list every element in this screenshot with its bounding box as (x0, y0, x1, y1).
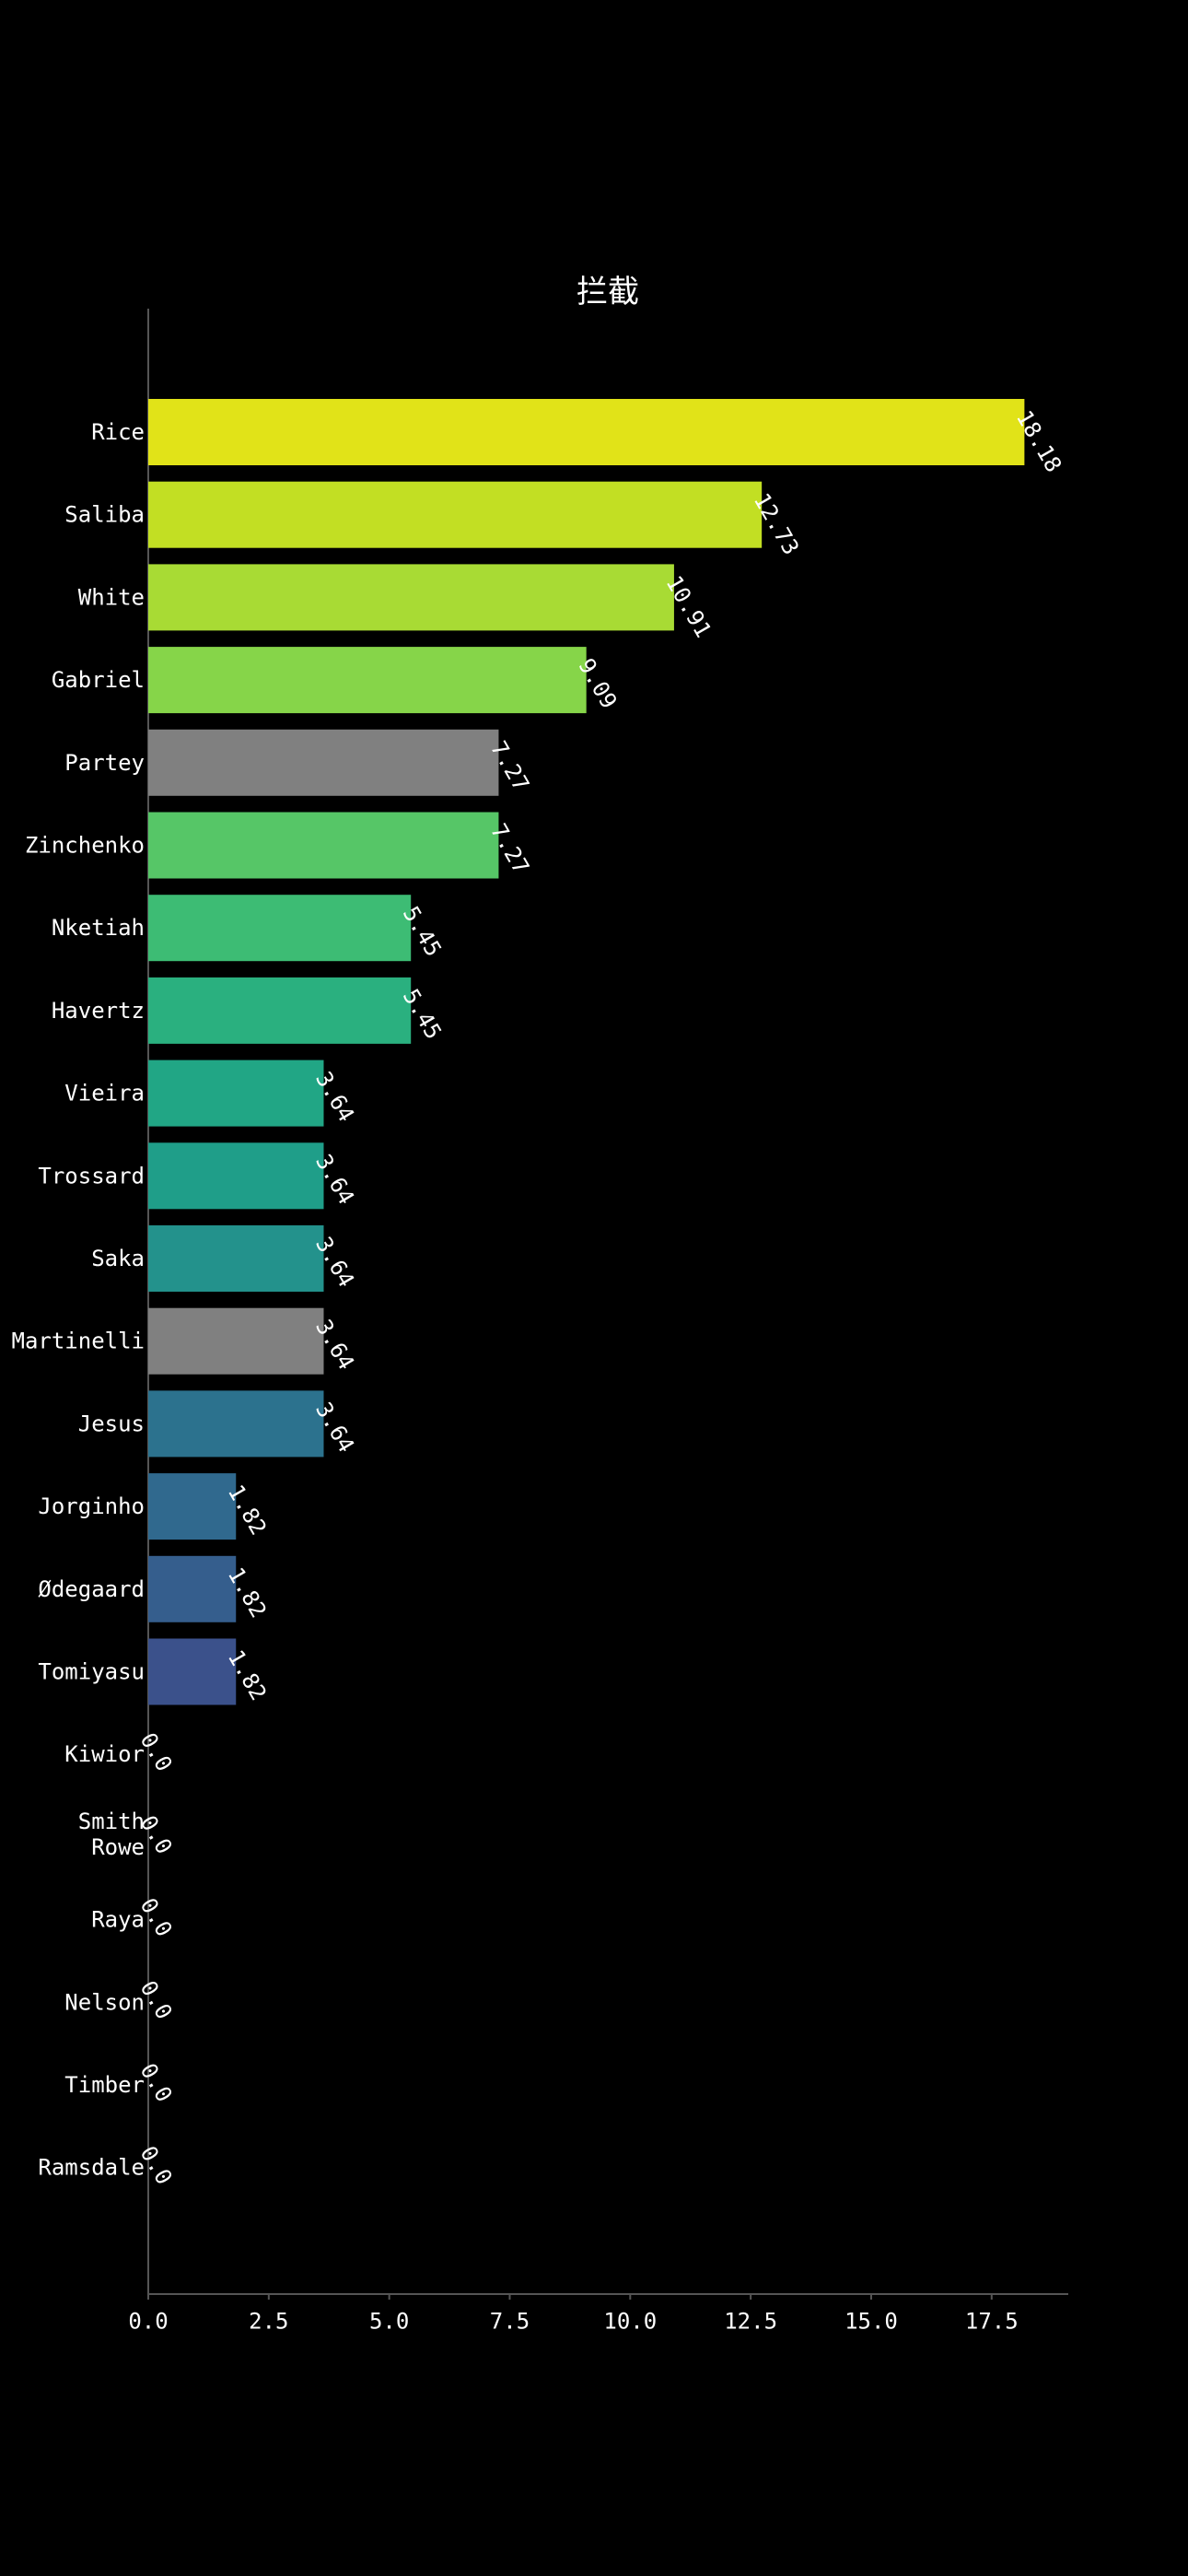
bar-7 (148, 977, 412, 1044)
y-tick-label: Trossard (38, 1163, 145, 1188)
bar-13 (148, 1473, 237, 1540)
y-tick-label: Jorginho (38, 1493, 145, 1519)
data-label: 0.0 (135, 1976, 178, 2024)
x-tick-label: 5.0 (369, 2309, 409, 2335)
y-tick-label: Raya (91, 1907, 145, 1933)
data-label: 0.0 (135, 2059, 178, 2107)
x-tick-label: 10.0 (603, 2309, 657, 2335)
bar-3 (148, 647, 587, 714)
x-tick-label: 7.5 (490, 2309, 530, 2335)
data-label: 0.0 (135, 2141, 178, 2189)
bar-6 (148, 895, 412, 962)
bar-1 (148, 481, 763, 548)
bar-10 (148, 1225, 324, 1292)
bar-12 (148, 1390, 324, 1458)
bar-4 (148, 729, 499, 796)
y-tick-label: Havertz (52, 998, 145, 1024)
bar-5 (148, 812, 499, 879)
y-tick-label: Ramsdale (38, 2155, 145, 2181)
x-tick-label: 12.5 (724, 2309, 777, 2335)
bar-15 (148, 1638, 237, 1705)
bars-group (148, 399, 1025, 1705)
bar-14 (148, 1555, 237, 1622)
y-tick-label: Gabriel (52, 667, 145, 693)
data-label: 0.0 (135, 1893, 178, 1941)
y-tick-label: Saliba (64, 502, 145, 528)
bar-0 (148, 399, 1025, 465)
x-tick-label: 15.0 (844, 2309, 898, 2335)
y-tick-label: Rice (91, 419, 145, 445)
y-tick-label: White (78, 584, 145, 610)
y-tick-label: Martinelli (12, 1329, 146, 1354)
x-tick-label: 2.5 (249, 2309, 288, 2335)
y-tick-label: Saka (91, 1246, 145, 1271)
y-tick-labels: Rice Saliba White Gabriel Partey Zinchenko Nke… (12, 419, 146, 2181)
x-tick-label: 0.0 (128, 2309, 168, 2335)
y-tick-label: Nelson (64, 1989, 145, 2015)
bar-11 (148, 1307, 324, 1375)
x-tick-labels: 0.0 2.5 5.0 7.5 10.0 12.5 15.0 17.5 (128, 2294, 1019, 2335)
y-tick-label: Timber (64, 2072, 145, 2098)
y-tick-label: Zinchenko (25, 833, 145, 859)
chart-title: 拦截 (577, 274, 639, 310)
y-tick-label: Vieira (64, 1081, 145, 1107)
x-tick-label: 17.5 (965, 2309, 1019, 2335)
data-label: 0.0 (135, 1728, 178, 1776)
bar-9 (148, 1142, 324, 1210)
y-tick-label: Partey (64, 750, 145, 776)
y-tick-label: Tomiyasu (38, 1659, 145, 1685)
bar-8 (148, 1060, 324, 1127)
y-tick-label: Ødegaard (38, 1576, 145, 1602)
y-tick-label: Kiwior (64, 1741, 145, 1767)
bar-2 (148, 564, 674, 631)
y-tick-label: Jesus (78, 1411, 145, 1436)
y-tick-label: Nketiah (52, 915, 145, 941)
y-tick-label: Smith Rowe (78, 1809, 145, 1860)
